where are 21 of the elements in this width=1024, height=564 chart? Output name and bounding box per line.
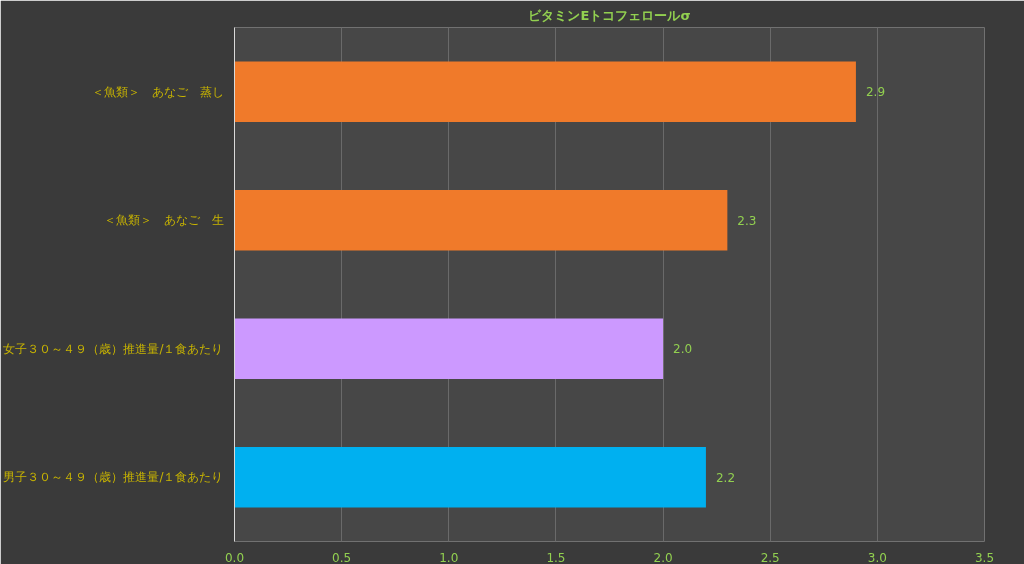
bar bbox=[234, 61, 856, 122]
x-tick-label: 0.0 bbox=[224, 550, 245, 564]
data-label: 2.3 bbox=[737, 213, 757, 228]
x-tick-label: 2.0 bbox=[653, 550, 673, 564]
chart-title: ビタミンEトコフェロールσ bbox=[528, 7, 691, 23]
x-tick-label: 3.0 bbox=[867, 550, 887, 564]
x-tick-label: 0.5 bbox=[332, 550, 352, 564]
x-tick-label: 1.5 bbox=[546, 550, 566, 564]
data-label: 2.0 bbox=[673, 342, 693, 357]
y-tick-label: 女子３０～４９（歳）推進量/１食あたり bbox=[3, 341, 224, 356]
y-tick-label: ＜魚類＞ あなご 蒸し bbox=[91, 84, 224, 99]
x-tick-label: 2.5 bbox=[760, 550, 780, 564]
data-label: 2.2 bbox=[715, 470, 736, 485]
x-tick-label: 3.5 bbox=[974, 550, 995, 564]
bar bbox=[234, 447, 706, 508]
y-tick-label: 男子３０～４９（歳）推進量/１食あたり bbox=[3, 470, 224, 485]
bar bbox=[234, 318, 664, 379]
bar bbox=[234, 190, 728, 251]
x-tick-label: 1.0 bbox=[439, 550, 459, 564]
y-tick-label: ＜魚類＞ あなご 生 bbox=[103, 213, 224, 228]
data-label: 2.9 bbox=[865, 85, 886, 100]
